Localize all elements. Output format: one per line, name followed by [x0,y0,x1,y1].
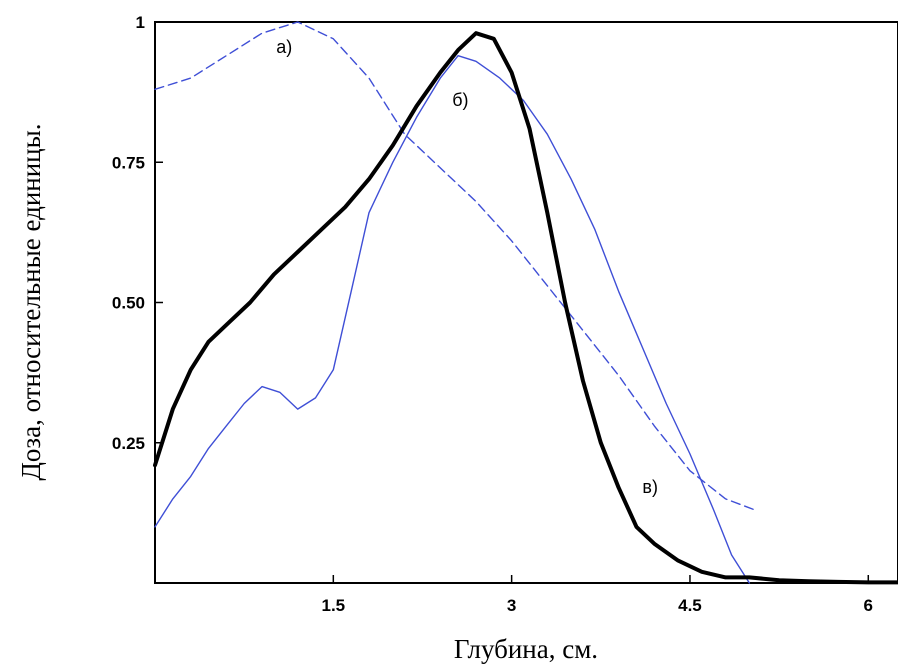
x-axis-title: Глубина, см. [454,634,598,664]
y-axis-title: Доза, относительные единицы. [16,123,46,480]
series-line-1 [154,21,756,511]
series-line-3 [153,31,898,585]
y-tick-label: 0.75 [112,153,145,172]
curve-label: в) [642,477,658,497]
series-line-2 [154,55,751,584]
x-tick-label: 1.5 [321,596,345,615]
x-tick-label: 6 [864,596,873,615]
y-tick-label: 0.50 [112,294,145,313]
series-layer [153,21,898,585]
y-axis-ticks: 0.25 0.50 0.75 1 [112,13,163,453]
x-tick-label: 4.5 [678,596,702,615]
annotation-layer: а) б) в) [276,37,658,497]
x-axis-ticks: 1.5 3 4.5 6 [321,575,873,615]
curve-label: б) [452,90,468,110]
x-tick-label: 3 [507,596,516,615]
plot-area-frame [154,21,898,584]
curve-label: а) [276,37,292,57]
y-tick-label: 1 [136,13,145,32]
y-tick-label: 0.25 [112,434,145,453]
